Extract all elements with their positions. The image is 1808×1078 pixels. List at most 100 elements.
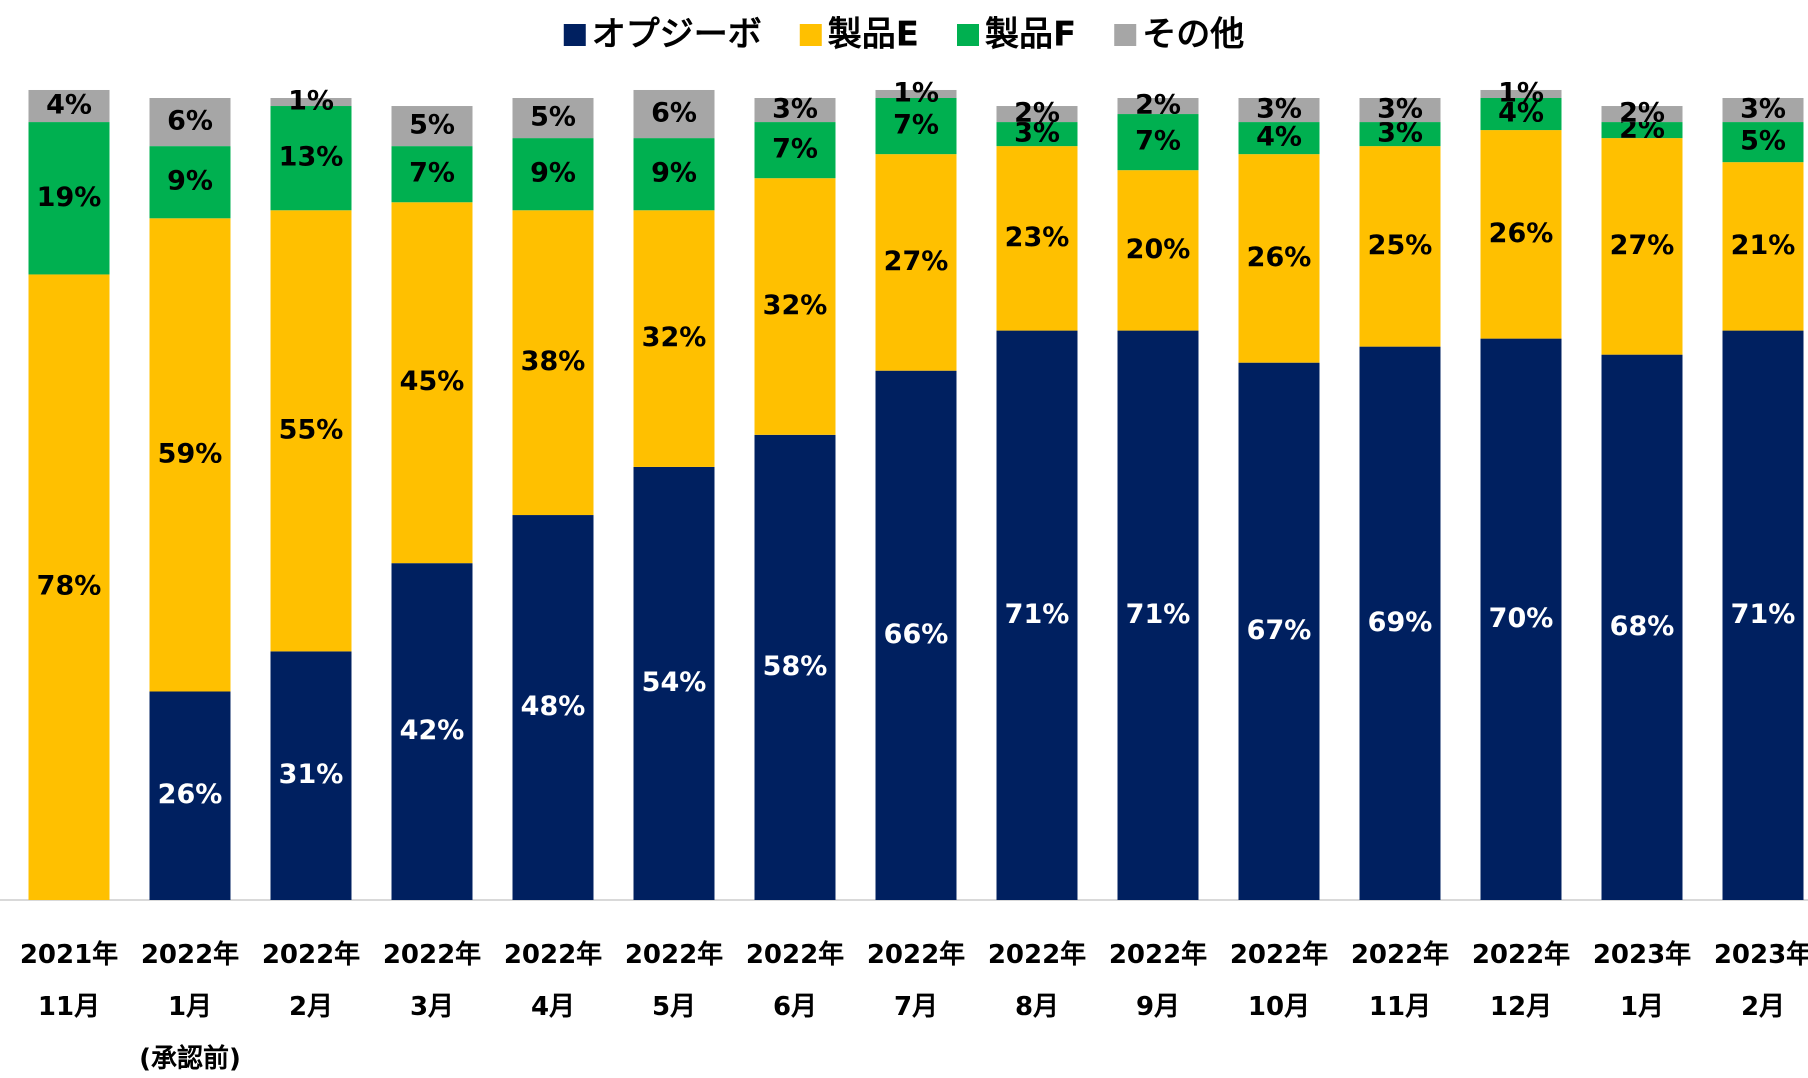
value-label: 13% (279, 142, 344, 173)
bar-segment (391, 106, 473, 147)
bar-segment (512, 515, 594, 900)
x-tick-label: 2022年 11月 (1351, 939, 1449, 1022)
value-label: 9% (167, 166, 213, 197)
bar-segment (754, 98, 836, 123)
x-tick-label: 2022年 9月 (1109, 939, 1207, 1022)
x-tick-label: 2022年 6月 (746, 939, 844, 1022)
x-tick-label: 2022年 8月 (988, 939, 1086, 1022)
bar-segment (1117, 98, 1199, 115)
value-label: 71% (1126, 599, 1191, 630)
bar-segment (1238, 122, 1320, 155)
bar-segment (1117, 170, 1199, 331)
value-label: 3% (1740, 94, 1786, 125)
bar-segment (1480, 338, 1562, 901)
bar-segment (633, 138, 715, 211)
value-label: 78% (37, 571, 102, 602)
bar-segment (754, 178, 836, 435)
value-label: 42% (400, 715, 465, 746)
bar-segment (391, 563, 473, 900)
bar-segment (270, 98, 352, 107)
value-label: 70% (1489, 603, 1554, 634)
bar-segment (512, 138, 594, 211)
x-tick-label: 2022年 2月 (262, 939, 360, 1022)
bar-segment (875, 89, 957, 98)
value-label: 26% (1247, 242, 1312, 273)
value-label: 55% (279, 414, 344, 445)
value-label: 66% (884, 619, 949, 650)
x-tick-label: 2022年 4月 (504, 939, 602, 1022)
legend-label: オプジーボ (592, 15, 762, 55)
value-label: 59% (158, 438, 223, 469)
legend-label: 製品F (985, 15, 1076, 55)
bar-segment (1359, 346, 1441, 900)
legend-swatch (957, 24, 979, 46)
bar-segment (1601, 138, 1683, 355)
value-label: 9% (651, 158, 697, 189)
legend-swatch (799, 24, 822, 46)
bar-segment (875, 154, 957, 371)
bar-segment (1480, 98, 1562, 131)
value-label: 4% (46, 90, 92, 121)
value-label: 3% (772, 94, 818, 125)
legend-label: 製品E (828, 15, 919, 55)
value-label: 3% (1377, 118, 1423, 149)
bar-segment (1480, 89, 1562, 98)
value-label: 27% (884, 246, 949, 277)
x-tick-label: 2023年 2月 (1714, 939, 1808, 1022)
value-label: 20% (1126, 234, 1191, 265)
bar-segment (1117, 330, 1199, 901)
value-label: 26% (158, 779, 223, 810)
value-label: 7% (409, 158, 455, 189)
bar-segment (270, 210, 352, 652)
value-label: 71% (1005, 599, 1070, 630)
bar-segment (996, 122, 1078, 147)
value-label: 4% (1498, 98, 1544, 129)
legend-swatch (1114, 24, 1137, 46)
value-label: 32% (763, 290, 828, 321)
x-tick-label: 2022年 3月 (383, 939, 481, 1022)
value-label: 26% (1489, 218, 1554, 249)
bar-segment (1238, 154, 1320, 363)
x-tick-label: 2022年 7月 (867, 939, 965, 1022)
value-label: 5% (409, 110, 455, 141)
x-tick-label: 2022年 1月(承認前) (139, 939, 241, 1074)
value-label: 7% (772, 134, 818, 165)
bar-segment (149, 98, 231, 147)
legend: オプジーボ 製品E 製品F その他 (563, 15, 1244, 55)
value-label: 6% (651, 98, 697, 129)
value-label: 3% (1256, 94, 1302, 125)
value-label: 21% (1731, 230, 1796, 261)
x-tick-label: 2021年 11月 (20, 939, 118, 1022)
value-label: 3% (1014, 118, 1060, 149)
value-label: 2% (1135, 90, 1181, 121)
x-tick-label: 2023年 1月 (1593, 939, 1691, 1022)
value-label: 5% (530, 102, 576, 133)
bar-segment (1601, 122, 1683, 139)
bar-segment (1238, 362, 1320, 900)
bar-segment (1722, 330, 1804, 901)
bar-segment (754, 434, 836, 900)
bar-segment (391, 202, 473, 564)
bar-segment (875, 370, 957, 900)
bar-segment (1601, 354, 1683, 900)
bar-segment (633, 210, 715, 467)
bar-segment (754, 122, 836, 179)
bar-segment (512, 98, 594, 139)
bar-segment (1117, 114, 1199, 171)
bar-segment (149, 218, 231, 692)
value-label: 58% (763, 651, 828, 682)
value-label: 2% (1619, 98, 1665, 129)
legend-label: その他 (1142, 15, 1244, 55)
bar-segment (149, 691, 231, 900)
bar-segment (1722, 122, 1804, 163)
bar-segment (28, 274, 110, 900)
value-label: 7% (893, 110, 939, 141)
value-label: 9% (530, 158, 576, 189)
value-label: 54% (642, 667, 707, 698)
bar-segment (149, 146, 231, 219)
bar-segment (996, 330, 1078, 901)
value-label: 1% (288, 86, 334, 117)
bar-segment (270, 106, 352, 211)
bar-segment (1601, 106, 1683, 123)
